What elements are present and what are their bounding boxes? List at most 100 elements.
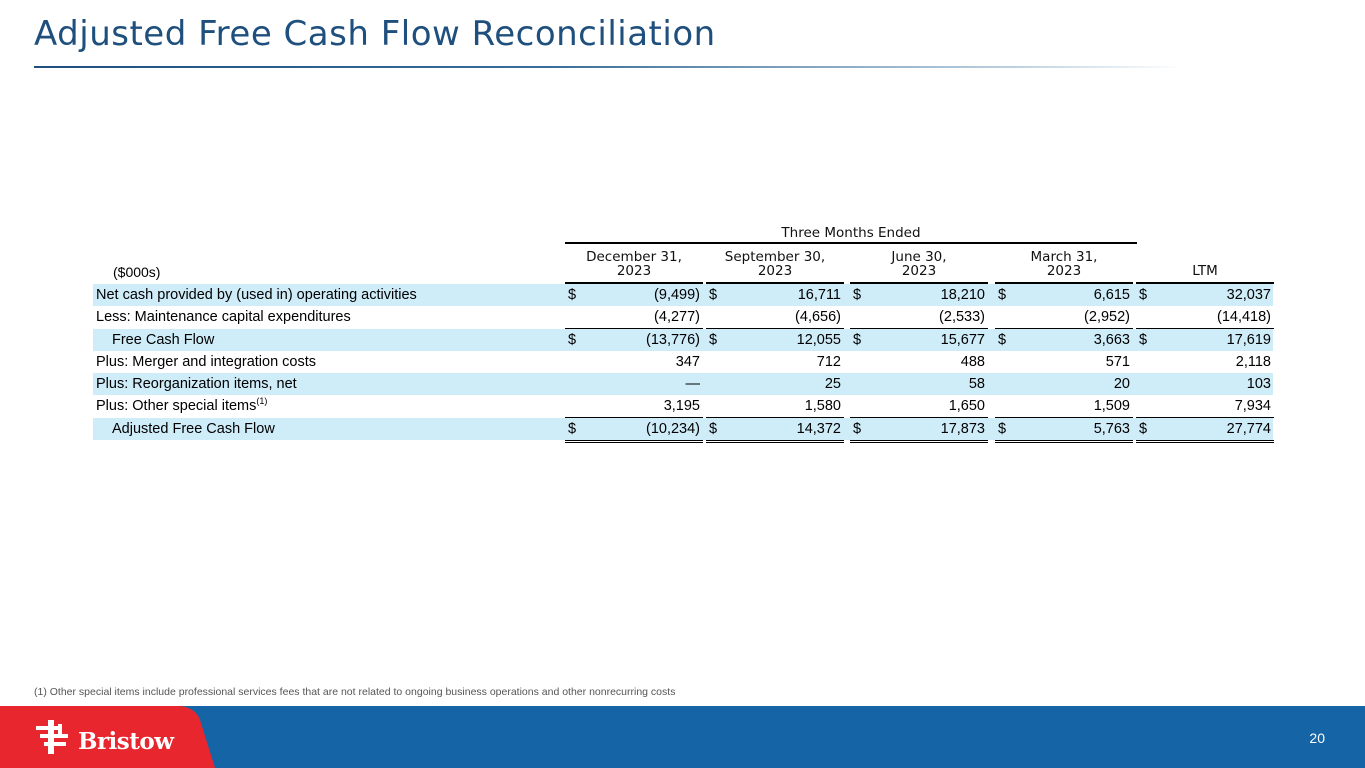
bristow-logo-icon [36,720,68,754]
row-label: Less: Maintenance capital expenditures [96,309,351,325]
column-header-line1: March 31, [1030,249,1098,265]
row-label-text: Less: Maintenance capital expenditures [96,309,351,326]
column-header-rule [1136,282,1274,284]
cell-value: 3,195 [663,398,700,415]
cell-value: (14,418) [1216,309,1271,326]
table-cell: $18,210 [850,284,988,306]
reconciliation-table: Net cash provided by (used in) operating… [93,284,1274,444]
column-header-line1: June 30, [891,249,947,265]
row-label: Net cash provided by (used in) operating… [96,287,417,303]
column-header-line1 [1136,250,1274,264]
row-label: Plus: Other special items(1) [96,396,268,414]
row-label: Adjusted Free Cash Flow [112,421,275,437]
table-cell: (14,418) [1136,306,1274,329]
currency-symbol: $ [568,331,577,348]
table-row: Plus: Reorganization items, net — 25 58 20 10… [93,373,1274,396]
cell-value: 103 [1246,376,1271,393]
footnote-marker: (1) [256,396,268,407]
row-label-text: Plus: Reorganization items, net [96,376,297,393]
cell-value: (13,776) [645,331,700,348]
cell-value: 1,580 [804,398,841,415]
row-label: Plus: Reorganization items, net [96,376,297,392]
table-cell: 3,195 [565,395,703,418]
cell-value: (2,533) [939,309,985,326]
cell-value: (2,952) [1084,309,1130,326]
column-header-rule [850,282,988,284]
cell-value: 27,774 [1226,420,1271,437]
column-header-rule [995,282,1133,284]
cell-value: 25 [824,376,841,393]
column-header-line2: LTM [1192,263,1218,279]
row-label-text: Free Cash Flow [112,331,215,348]
units-label: ($000s) [113,264,161,280]
table-cell: 25 [706,373,844,395]
column-header-dec-2023: December 31, 2023 [565,250,703,278]
column-header-mar-2023: March 31, 2023 [995,250,1133,278]
cell-value: 18,210 [940,287,985,303]
table-cell: $ (9,499) [565,284,703,306]
column-header-line1: September 30, [724,249,826,265]
cell-value: 3,663 [1093,331,1130,348]
page-number: 20 [1309,730,1325,746]
column-header-line1: December 31, [586,249,682,265]
cell-value: 1,650 [948,398,985,415]
table-cell: 58 [850,373,988,395]
cell-value: 14,372 [796,420,841,437]
table-cell: 20 [995,373,1133,395]
cell-value: 16,711 [797,287,841,303]
three-months-ended-header: Three Months Ended [781,225,921,241]
column-header-jun-2023: June 30, 2023 [850,250,988,278]
column-header-sep-2023: September 30, 2023 [706,250,844,278]
table-cell: $5,763 [995,418,1133,444]
table-cell: $6,615 [995,284,1133,306]
table-cell: (2,952) [995,306,1133,329]
currency-symbol: $ [998,287,1007,303]
cell-value: (10,234) [645,420,700,437]
table-cell: (4,277) [565,306,703,329]
bristow-logo-text: Bristow [78,728,174,755]
currency-symbol: $ [709,420,718,437]
table-cell: $32,037 [1136,284,1274,306]
cell-value: 58 [968,376,985,393]
table-row: Plus: Merger and integration costs 347 712… [93,351,1273,373]
cell-value: 17,619 [1226,331,1271,348]
footer-bar [0,706,1365,768]
column-header-line2: 2023 [757,263,793,279]
table-cell: $16,711 [706,284,844,306]
cell-value: 15,677 [940,331,985,348]
currency-symbol: $ [998,331,1007,348]
cell-value: (4,656) [795,309,841,326]
table-cell: 571 [995,351,1133,373]
column-header-line2: 2023 [1046,263,1082,279]
column-header-line2: 2023 [901,263,937,279]
table-cell: $17,619 [1136,329,1274,351]
table-cell: $ (13,776) [565,329,703,351]
table-cell: 488 [850,351,988,373]
column-header-rule [565,282,703,284]
cell-value: (4,277) [654,309,700,326]
table-cell: 1,580 [706,395,844,418]
currency-symbol: $ [853,331,862,348]
table-row: Free Cash Flow $ (13,776) $12,055 $15,677 $3,… [93,328,1274,351]
currency-symbol: $ [1139,331,1148,348]
table-cell: $3,663 [995,329,1133,351]
table-cell: $27,774 [1136,418,1274,444]
cell-value: 571 [1105,353,1130,370]
table-cell: $14,372 [706,418,844,444]
row-label-text: Plus: Merger and integration costs [96,353,317,370]
table-cell: 103 [1136,373,1274,395]
column-header-line2: 2023 [616,263,652,279]
table-cell: (2,533) [850,306,988,329]
page-title: Adjusted Free Cash Flow Reconciliation [34,14,716,54]
table-cell: $17,873 [850,418,988,444]
currency-symbol: $ [709,331,718,348]
cell-value: 32,037 [1226,287,1271,303]
table-cell: $15,677 [850,329,988,351]
table-cell: 7,934 [1136,395,1274,418]
table-cell: $ (10,234) [565,418,703,444]
table-row: Plus: Other special items(1) 3,195 1,580 1,… [93,395,1274,418]
table-cell: 347 [565,351,703,373]
currency-symbol: $ [1139,420,1148,437]
row-label: Plus: Merger and integration costs [96,354,316,370]
table-cell: 2,118 [1136,351,1274,373]
